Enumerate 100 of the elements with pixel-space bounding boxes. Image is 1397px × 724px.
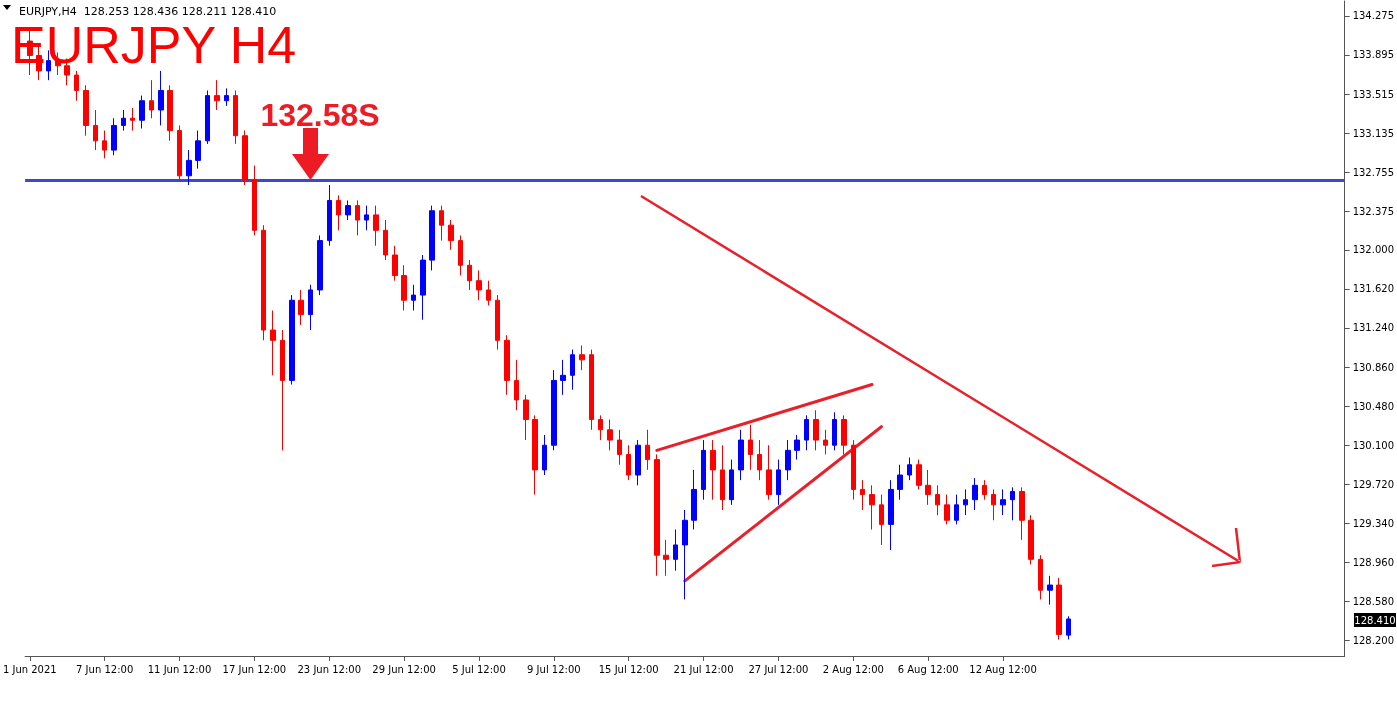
candlestick	[252, 165, 257, 236]
candlestick	[158, 70, 164, 126]
candlestick	[925, 469, 931, 506]
candlestick	[224, 87, 229, 107]
y-tick-label: 133.135	[1352, 127, 1395, 139]
candlestick	[907, 457, 912, 481]
y-tick-label: 130.100	[1352, 439, 1395, 451]
candlestick	[570, 349, 575, 391]
candlestick	[411, 284, 416, 312]
x-tick-label: 21 Jul 12:00	[673, 663, 734, 675]
candlestick	[458, 234, 463, 277]
candlestick	[738, 429, 744, 481]
candlestick	[963, 488, 968, 516]
x-tick-label: 17 Jun 12:00	[222, 663, 287, 675]
y-tick-label: 131.620	[1352, 283, 1395, 295]
candlestick	[766, 444, 772, 501]
candlestick	[813, 409, 819, 451]
y-tick-label: 132.755	[1352, 166, 1395, 178]
x-tick-label: 23 Jun 12:00	[297, 663, 362, 675]
candlestick	[626, 444, 631, 481]
candlestick	[102, 130, 107, 159]
candlestick	[785, 439, 791, 481]
candlestick	[1056, 577, 1062, 641]
candlestick	[233, 89, 238, 145]
x-tick-label: 7 Jun 12:00	[76, 663, 134, 675]
y-tick-label: 129.720	[1352, 478, 1395, 490]
x-tick-label: 9 Jul 12:00	[527, 663, 581, 675]
candlestick	[504, 334, 510, 396]
candlestick	[364, 205, 369, 231]
candlestick	[869, 484, 875, 531]
y-tick-label: 131.240	[1352, 322, 1395, 334]
candlestick	[214, 79, 220, 111]
text: 128.410	[1354, 614, 1396, 626]
candlestick	[551, 369, 557, 451]
x-tick-label: 29 Jun 12:00	[372, 663, 436, 675]
y-tick-label: 129.340	[1352, 517, 1395, 529]
candlestick	[701, 439, 706, 501]
candlestick	[289, 294, 295, 386]
candlestick	[542, 434, 547, 476]
candlestick	[523, 394, 529, 441]
candlestick	[83, 84, 89, 137]
candlestick	[308, 284, 313, 331]
candlestick	[261, 224, 266, 341]
candlestick	[897, 464, 903, 501]
candlestick	[74, 70, 79, 102]
candlestick	[242, 130, 248, 186]
candlestick	[841, 414, 847, 455]
candlestick	[589, 349, 594, 431]
candlestick	[888, 479, 894, 551]
y-tick-label: 132.375	[1352, 205, 1395, 217]
candlestick	[879, 494, 884, 546]
y-tick-label: 130.480	[1352, 400, 1395, 412]
candlestick	[654, 453, 660, 577]
candlestick	[607, 419, 613, 451]
candlestick	[673, 529, 678, 572]
candlestick	[467, 259, 472, 291]
candlestick	[757, 439, 762, 481]
candlestick	[916, 459, 922, 490]
candlestick	[972, 477, 978, 511]
chart-subtitle: EURJPY,H4 128.253 128.436 128.211 128.410	[19, 5, 277, 18]
candlestick	[860, 479, 865, 511]
candlestick	[645, 429, 650, 471]
candlestick	[1038, 554, 1043, 600]
candlestick	[420, 254, 426, 321]
candlestick	[93, 109, 98, 151]
y-tick-label: 128.200	[1352, 635, 1395, 647]
candlestick	[167, 84, 173, 142]
candlestick	[495, 294, 500, 351]
candlestick	[804, 414, 809, 451]
candlestick	[935, 484, 940, 516]
candlestick	[392, 245, 398, 282]
candlestick	[944, 494, 950, 525]
x-tick-label: 12 Aug 12:00	[969, 663, 1037, 675]
candlestick	[598, 414, 603, 441]
candlestick	[729, 459, 734, 506]
candlestick	[439, 205, 444, 242]
candlestick	[317, 234, 323, 296]
annotation: 132.58S	[260, 97, 380, 133]
candlestick	[748, 424, 753, 471]
candlestick	[1019, 486, 1025, 541]
candlestick	[776, 459, 781, 506]
candlestick	[280, 329, 285, 451]
candlestick	[560, 359, 566, 396]
candlestick	[832, 411, 837, 451]
candlestick	[794, 434, 800, 461]
candlestick	[383, 219, 388, 261]
candlestick	[486, 280, 491, 306]
x-tick-label: 2 Aug 12:00	[822, 663, 884, 675]
y-tick-label: 132.000	[1352, 244, 1395, 256]
candlestick	[617, 429, 622, 466]
candlestick	[336, 194, 341, 231]
x-tick-label: 15 Jul 12:00	[598, 663, 659, 675]
candlestick	[373, 205, 379, 247]
candlestick	[1000, 488, 1006, 516]
candlestick	[1047, 575, 1053, 606]
candlestick	[954, 494, 959, 525]
candlestick	[1066, 615, 1071, 640]
candlestick	[991, 488, 996, 521]
y-tick-label: 130.860	[1352, 361, 1395, 373]
candlestick	[823, 429, 828, 455]
